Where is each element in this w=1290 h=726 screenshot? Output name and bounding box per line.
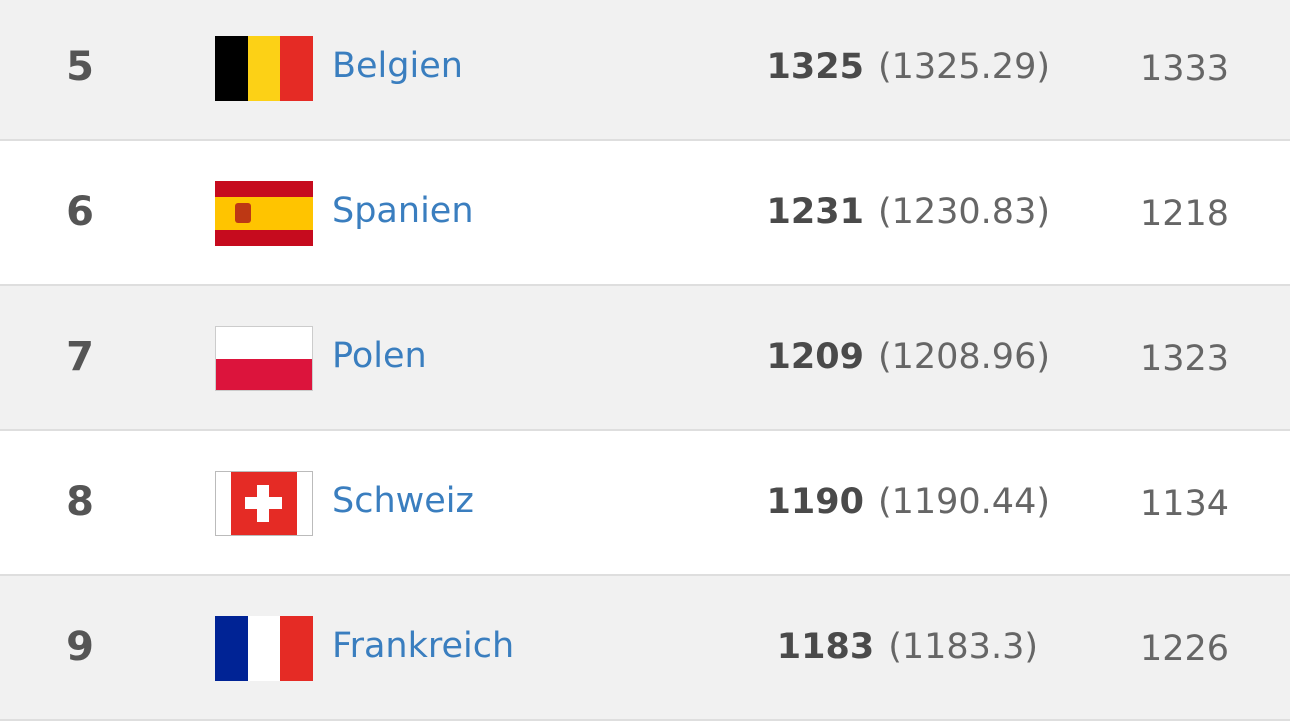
country-link[interactable]: Frankreich <box>332 626 515 666</box>
previous-points: 1134 <box>1140 484 1230 524</box>
table-row: 9 Frankreich 1183 (1183.3) 1226 <box>0 576 1290 721</box>
points-exact: (1230.83) <box>877 192 1050 232</box>
france-flag-icon <box>215 616 313 681</box>
previous-points: 1333 <box>1140 49 1230 89</box>
points: 1209 (1208.96) <box>767 286 1050 429</box>
points: 1231 (1230.83) <box>767 141 1050 284</box>
previous-points: 1226 <box>1140 629 1230 669</box>
rank: 8 <box>66 479 94 525</box>
points-rounded: 1183 <box>776 627 875 667</box>
points: 1190 (1190.44) <box>767 431 1050 574</box>
previous-points: 1218 <box>1140 194 1230 234</box>
country-link[interactable]: Polen <box>332 336 427 376</box>
country-link[interactable]: Spanien <box>332 191 474 231</box>
points: 1325 (1325.29) <box>767 0 1050 139</box>
points-rounded: 1231 <box>766 192 864 232</box>
poland-flag-icon <box>215 326 313 391</box>
points-rounded: 1190 <box>766 482 864 522</box>
rank: 6 <box>66 189 94 235</box>
belgium-flag-icon <box>215 36 313 101</box>
points-exact: (1208.96) <box>877 337 1050 377</box>
points-exact: (1325.29) <box>877 47 1050 87</box>
rank: 5 <box>66 44 94 90</box>
points-exact: (1190.44) <box>877 482 1050 522</box>
country-link[interactable]: Belgien <box>332 46 463 86</box>
table-row: 7 Polen 1209 (1208.96) 1323 <box>0 286 1290 431</box>
points-rounded: 1325 <box>766 47 864 87</box>
table-row: 8 Schweiz 1190 (1190.44) 1134 <box>0 431 1290 576</box>
table-row: 6 Spanien 1231 (1230.83) 1218 <box>0 141 1290 286</box>
rank: 7 <box>66 334 94 380</box>
previous-points: 1323 <box>1140 339 1230 379</box>
country-link[interactable]: Schweiz <box>332 481 474 521</box>
rank: 9 <box>66 624 94 670</box>
spain-flag-icon <box>215 181 313 246</box>
switzerland-flag-icon <box>215 471 313 536</box>
table-row: 5 Belgien 1325 (1325.29) 1333 <box>0 0 1290 141</box>
points: 1183 (1183.3) <box>777 576 1038 719</box>
points-rounded: 1209 <box>766 337 864 377</box>
points-exact: (1183.3) <box>888 627 1038 667</box>
